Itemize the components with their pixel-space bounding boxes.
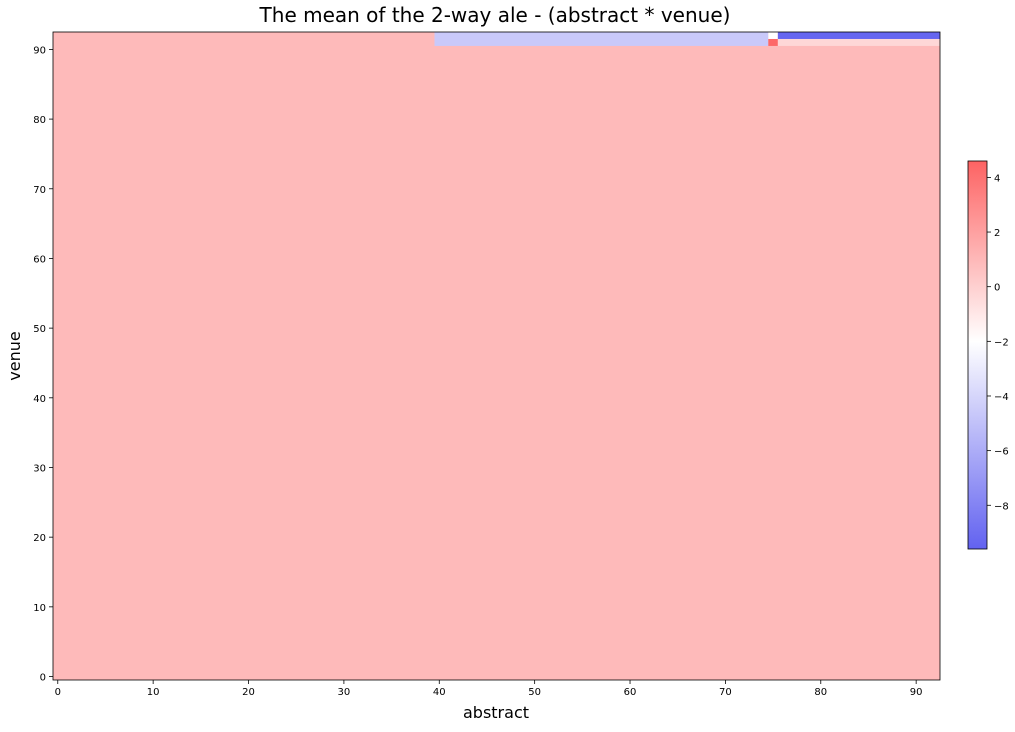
- colorbar-tick-label: 2: [994, 228, 1000, 239]
- x-tick-label: 30: [338, 687, 351, 698]
- heatmap-cell: [768, 38, 778, 46]
- y-tick-label: 40: [33, 394, 46, 405]
- y-tick-label: 60: [33, 254, 46, 265]
- colorbar-tick-label: −8: [994, 501, 1009, 512]
- chart-title: The mean of the 2-way ale - (abstract * …: [259, 3, 731, 27]
- y-tick-label: 0: [40, 673, 46, 684]
- x-tick-label: 60: [624, 687, 637, 698]
- y-tick-label: 20: [33, 533, 46, 544]
- x-tick-label: 90: [910, 687, 923, 698]
- heatmap-background: [53, 32, 940, 680]
- colorbar-tick-label: 4: [994, 173, 1000, 184]
- x-tick-label: 40: [433, 687, 446, 698]
- y-tick-label: 70: [33, 185, 46, 196]
- heatmap-cells: [53, 32, 940, 680]
- colorbar-tick-label: 0: [994, 283, 1000, 294]
- x-tick-label: 70: [719, 687, 732, 698]
- y-tick-label: 80: [33, 115, 46, 126]
- heatmap-cell: [777, 32, 940, 39]
- colorbar-gradient: [967, 160, 988, 550]
- y-tick-label: 50: [33, 324, 46, 335]
- colorbar: 4 2 0 −2 −4 −6 −8: [967, 160, 1009, 550]
- colorbar-tick-label: −4: [994, 392, 1009, 403]
- heatmap-cell: [777, 38, 940, 46]
- plot-frame: [52, 31, 941, 681]
- x-tick-label: 0: [55, 687, 61, 698]
- x-tick-label: 50: [528, 687, 541, 698]
- heatmap-cell: [434, 32, 769, 46]
- x-axis-label: abstract: [463, 703, 529, 722]
- x-tick-label: 20: [242, 687, 255, 698]
- y-tick-label: 10: [33, 603, 46, 614]
- y-tick-label: 90: [33, 45, 46, 56]
- y-axis-label: venue: [5, 331, 24, 380]
- colorbar-tick-label: −6: [994, 447, 1009, 458]
- x-tick-label: 80: [814, 687, 827, 698]
- colorbar-tick-label: −2: [994, 337, 1009, 348]
- y-tick-label: 30: [33, 463, 46, 474]
- axes: 0 10 20 30 40 50 60 70 80 90 0 10 20 30 40 50 60 70 80 90: [33, 31, 941, 698]
- x-tick-label: 10: [147, 687, 160, 698]
- heatmap-cell: [768, 32, 778, 39]
